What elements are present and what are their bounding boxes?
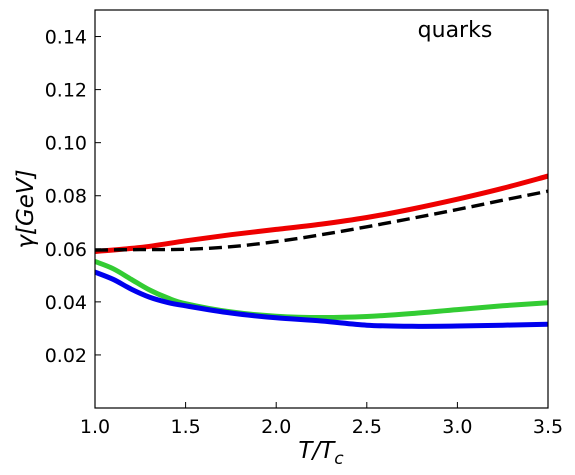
x-tick-label: 3.0	[442, 416, 472, 438]
x-axis-label: T/Tc	[298, 438, 344, 469]
series-layer	[95, 173, 548, 329]
x-axis-ticks: 1.0 1.5 2.0 2.5 3.0 3.5	[80, 402, 563, 438]
y-tick-label: 0.02	[45, 345, 87, 367]
x-tick-label: 2.0	[261, 416, 291, 438]
y-tick-label: 0.04	[45, 292, 87, 314]
y-tick-label: 0.10	[45, 133, 87, 155]
x-tick-label: 1.5	[170, 416, 200, 438]
y-axis-ticks: 0.02 0.04 0.06 0.08 0.10 0.12 0.14	[45, 27, 101, 367]
series-line-1	[95, 173, 548, 254]
x-tick-label: 2.5	[352, 416, 382, 438]
series-line-3	[95, 259, 548, 321]
y-axis-label: γ[GeV]	[13, 169, 39, 248]
plot-frame	[94, 9, 549, 409]
y-tick-label: 0.14	[45, 27, 87, 49]
series-line-4	[95, 269, 548, 329]
y-tick-label: 0.06	[45, 239, 87, 261]
y-tick-label: 0.08	[45, 186, 87, 208]
series-line-2	[95, 189, 548, 252]
x-tick-label: 1.0	[80, 416, 110, 438]
x-tick-label: 3.5	[533, 416, 563, 438]
annotation-quarks: quarks	[418, 18, 493, 43]
y-tick-label: 0.12	[45, 80, 87, 102]
